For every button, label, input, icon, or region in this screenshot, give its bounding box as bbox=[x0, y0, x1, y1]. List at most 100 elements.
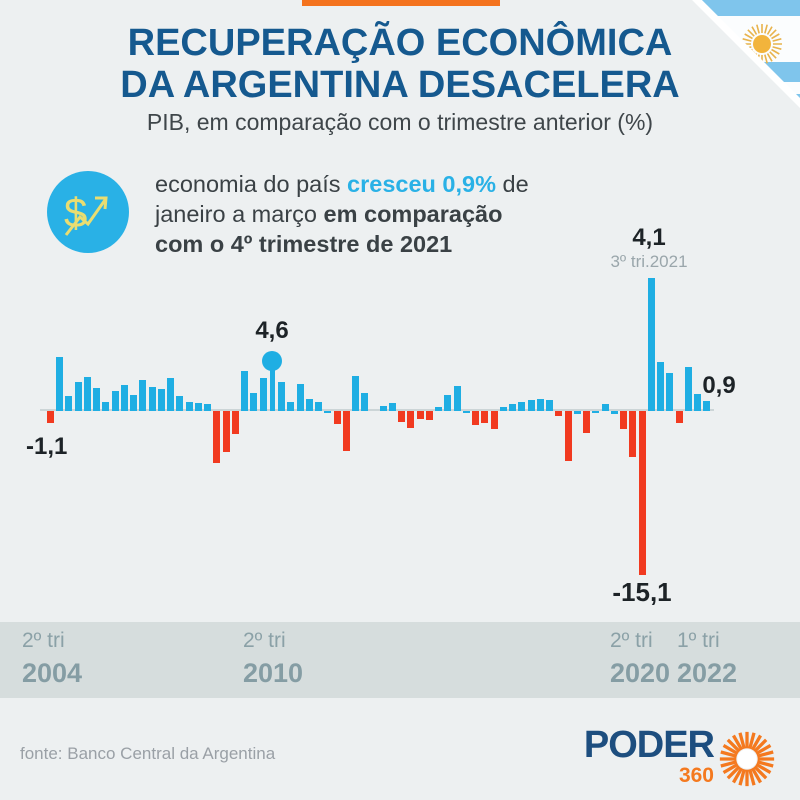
x-tick-2020: 2º tri 2020 bbox=[610, 629, 670, 688]
label-0-9: 0,9 bbox=[702, 372, 736, 399]
page-title-line1: RECUPERAÇÃO ECONÔMICA bbox=[127, 22, 673, 64]
bar bbox=[610, 411, 618, 415]
x-tick-quarter: 2º tri bbox=[22, 629, 65, 652]
bar bbox=[453, 386, 461, 411]
top-accent-bar bbox=[302, 0, 500, 6]
bar bbox=[74, 381, 82, 411]
poder360-logo: PODER 360 bbox=[584, 726, 778, 790]
chart-baseline bbox=[40, 409, 714, 411]
x-axis-band: 2º tri 2004 2º tri 2010 2º tri 2020 1º t… bbox=[0, 622, 800, 698]
note-line1-highlight: cresceu 0,9% bbox=[347, 171, 496, 197]
label-4-1: 4,1 bbox=[632, 224, 666, 251]
bar bbox=[56, 356, 64, 411]
bar bbox=[490, 411, 498, 430]
note-line2-regular: janeiro a março bbox=[155, 201, 324, 227]
bar bbox=[139, 379, 147, 411]
bar bbox=[601, 404, 609, 411]
bar bbox=[629, 411, 637, 457]
note-line1-end: de bbox=[496, 171, 529, 197]
x-tick-year: 2010 bbox=[243, 658, 304, 688]
lollipop-circle bbox=[262, 351, 283, 372]
bar bbox=[425, 411, 433, 420]
bar bbox=[684, 366, 692, 411]
bar bbox=[194, 403, 202, 411]
bar bbox=[675, 411, 683, 423]
bar bbox=[333, 411, 341, 424]
bar bbox=[278, 381, 286, 411]
bar bbox=[287, 402, 295, 411]
bar bbox=[583, 411, 591, 433]
bar-lollipop-stem bbox=[269, 361, 275, 411]
bar bbox=[342, 411, 350, 452]
bar bbox=[444, 394, 452, 411]
bar bbox=[407, 411, 415, 429]
x-tick-quarter: 2º tri bbox=[243, 629, 286, 652]
bar bbox=[546, 400, 554, 411]
bar bbox=[703, 401, 711, 411]
bar bbox=[157, 389, 165, 411]
bar bbox=[324, 411, 332, 414]
note-line2-bold: em comparação bbox=[323, 201, 503, 227]
page-title: RECUPERAÇÃO ECONÔMICA DA ARGENTINA DESAC… bbox=[0, 22, 800, 106]
logo-poder-label: PODER bbox=[583, 724, 715, 766]
bar bbox=[555, 411, 563, 417]
x-tick-quarter: 1º tri bbox=[677, 629, 720, 652]
bar bbox=[231, 411, 239, 434]
bar bbox=[185, 402, 193, 411]
bar bbox=[167, 378, 175, 411]
bar bbox=[536, 399, 544, 411]
bar bbox=[518, 402, 526, 411]
bar bbox=[647, 277, 655, 411]
note-text: economia do país cresceu 0,9% de janeiro… bbox=[155, 169, 575, 259]
bar bbox=[352, 376, 360, 411]
logo-360-label: 360 bbox=[678, 764, 714, 787]
bar bbox=[666, 373, 674, 411]
x-tick-year: 2020 bbox=[610, 658, 671, 688]
bar bbox=[241, 370, 249, 411]
bar bbox=[130, 394, 138, 411]
bar bbox=[388, 403, 396, 411]
argentina-flag-icon bbox=[692, 0, 800, 108]
bar bbox=[694, 393, 701, 411]
bar bbox=[305, 399, 313, 411]
bar bbox=[509, 404, 517, 411]
note-line1-regular: economia do país bbox=[155, 171, 348, 197]
bar bbox=[250, 392, 258, 411]
bar bbox=[47, 411, 54, 423]
label-4-6: 4,6 bbox=[255, 317, 289, 344]
label-minus-1-1: -1,1 bbox=[26, 433, 68, 460]
x-tick-2022: 1º tri 2022 bbox=[677, 629, 737, 688]
page-subtitle: PIB, em comparação com o trimestre anter… bbox=[146, 109, 654, 135]
bar bbox=[462, 411, 470, 414]
bar bbox=[102, 402, 110, 411]
bar bbox=[481, 411, 489, 423]
bar bbox=[638, 411, 646, 575]
bar bbox=[93, 388, 101, 411]
bar bbox=[176, 395, 184, 411]
poder360-logo-text: PODER 360 bbox=[583, 724, 715, 787]
x-tick-year: 2022 bbox=[677, 658, 738, 688]
bar bbox=[213, 411, 221, 464]
bar bbox=[83, 377, 91, 411]
label-minus-15-1: -15,1 bbox=[612, 577, 672, 607]
bar bbox=[398, 411, 406, 422]
x-tick-year: 2004 bbox=[22, 658, 83, 688]
dollar-growth-icon: $ bbox=[47, 171, 129, 253]
bar bbox=[148, 387, 156, 411]
bar bbox=[472, 411, 480, 426]
bar bbox=[296, 383, 304, 411]
bar bbox=[65, 395, 73, 411]
svg-text:$: $ bbox=[64, 189, 87, 236]
bar bbox=[361, 392, 369, 411]
x-tick-2004: 2º tri 2004 bbox=[22, 629, 82, 688]
x-tick-2010: 2º tri 2010 bbox=[243, 629, 303, 688]
source-credit: fonte: Banco Central da Argentina bbox=[20, 744, 276, 763]
bar bbox=[435, 406, 443, 411]
bar bbox=[120, 384, 128, 411]
note-line3-bold: com o 4º trimestre de 2021 bbox=[155, 231, 453, 257]
sunburst-icon bbox=[719, 731, 775, 787]
bar bbox=[592, 411, 600, 413]
bar bbox=[111, 391, 119, 411]
page-title-line2: DA ARGENTINA DESACELERA bbox=[120, 64, 680, 106]
